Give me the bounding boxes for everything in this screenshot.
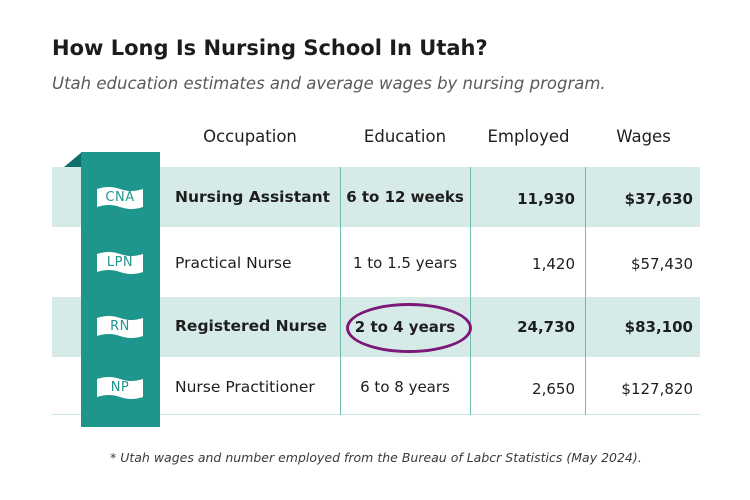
badge-lpn: LPN <box>95 250 145 276</box>
occupation-cell: Practical Nurse <box>175 254 292 272</box>
employed-cell: 2,650 <box>532 380 575 398</box>
column-header-education: Education <box>363 127 447 146</box>
employed-cell: 24,730 <box>517 318 575 336</box>
column-divider-employed <box>470 167 471 415</box>
highlight-ellipse <box>346 303 472 353</box>
badge-np: NP <box>95 375 145 401</box>
badge-label: NP <box>110 380 130 395</box>
column-divider-wages <box>585 167 586 415</box>
occupation-cell: Nursing Assistant <box>175 188 331 206</box>
employed-cell: 1,420 <box>532 255 575 273</box>
wages-cell: $83,100 <box>624 318 693 336</box>
badge-label: CNA <box>105 190 135 205</box>
footnote: * Utah wages and number employed from th… <box>110 450 642 465</box>
column-divider-education <box>340 167 341 415</box>
occupation-cell: Registered Nurse <box>175 317 328 335</box>
ribbon-fold <box>64 152 82 167</box>
row-band-cna <box>52 167 700 227</box>
wages-cell: $37,630 <box>624 190 693 208</box>
flag-icon <box>97 187 143 209</box>
row-band-np <box>52 357 700 415</box>
wages-cell: $127,820 <box>621 380 693 398</box>
occupation-cell: Nurse Practitioner <box>175 378 315 396</box>
education-cell: 6 to 12 weeks <box>346 188 464 206</box>
education-cell: 6 to 8 years <box>360 378 450 396</box>
employed-cell: 11,930 <box>517 190 575 208</box>
flag-icon <box>97 252 143 274</box>
badge-label: LPN <box>106 255 134 270</box>
column-header-employed: Employed <box>487 127 570 146</box>
badge-label: RN <box>110 319 130 334</box>
badge-cna: CNA <box>95 185 145 211</box>
flag-icon <box>97 377 143 399</box>
column-header-wages: Wages <box>616 127 671 146</box>
page-title: How Long Is Nursing School In Utah? <box>52 36 488 60</box>
education-cell: 1 to 1.5 years <box>352 254 458 272</box>
wages-cell: $57,430 <box>630 255 693 273</box>
page-subtitle: Utah education estimates and average wag… <box>52 74 606 93</box>
badge-rn: RN <box>95 314 145 340</box>
column-header-occupation: Occupation <box>203 127 297 146</box>
flag-icon <box>97 316 143 338</box>
